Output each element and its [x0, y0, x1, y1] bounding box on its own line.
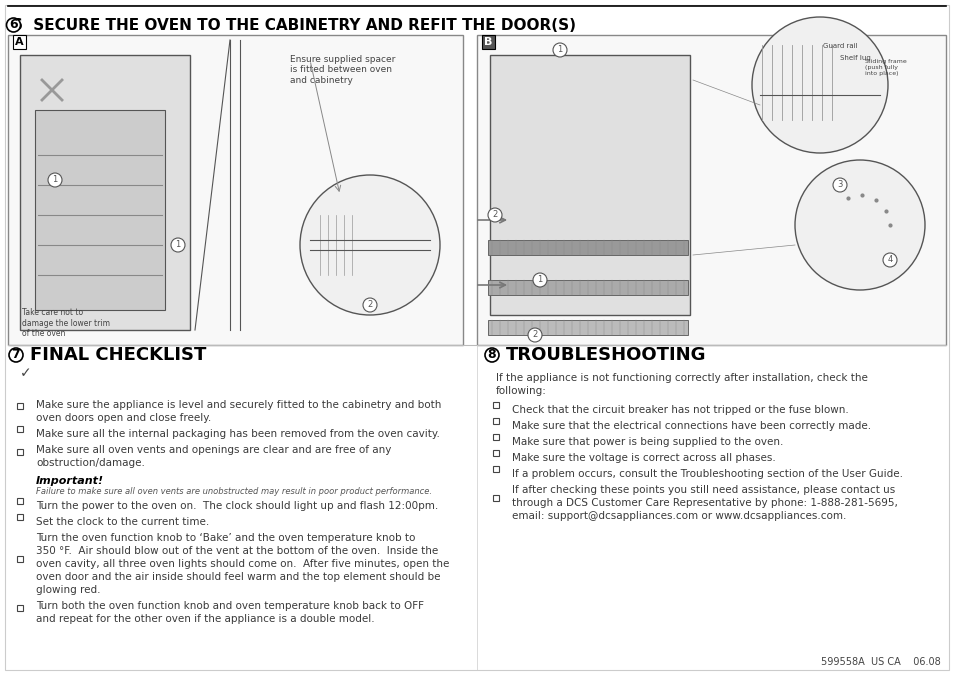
- Bar: [17, 426, 23, 432]
- Text: Take care not to
damage the lower trim
of the oven: Take care not to damage the lower trim o…: [22, 308, 110, 338]
- Text: 599558A  US CA    06.08: 599558A US CA 06.08: [821, 657, 940, 667]
- Text: If after checking these points you still need assistance, please contact us: If after checking these points you still…: [512, 485, 894, 495]
- Text: 6  SECURE THE OVEN TO THE CABINETRY AND REFIT THE DOOR(S): 6 SECURE THE OVEN TO THE CABINETRY AND R…: [12, 18, 576, 32]
- Text: through a DCS Customer Care Representative by phone: 1-888-281-5695,: through a DCS Customer Care Representati…: [512, 498, 897, 508]
- Text: and repeat for the other oven if the appliance is a double model.: and repeat for the other oven if the app…: [36, 614, 375, 624]
- Text: obstruction/damage.: obstruction/damage.: [36, 458, 145, 468]
- Circle shape: [794, 160, 924, 290]
- Text: Turn the oven function knob to ‘Bake’ and the oven temperature knob to: Turn the oven function knob to ‘Bake’ an…: [36, 533, 415, 543]
- Circle shape: [7, 18, 20, 32]
- Text: Check that the circuit breaker has not tripped or the fuse blown.: Check that the circuit breaker has not t…: [512, 405, 848, 415]
- Text: Make sure all oven vents and openings are clear and are free of any: Make sure all oven vents and openings ar…: [36, 445, 391, 455]
- Circle shape: [533, 273, 546, 287]
- Circle shape: [363, 298, 376, 312]
- Text: Set the clock to the current time.: Set the clock to the current time.: [36, 517, 209, 527]
- Bar: [17, 556, 23, 562]
- Text: 8: 8: [487, 348, 496, 362]
- Text: 1: 1: [557, 45, 562, 55]
- Text: 4: 4: [886, 256, 892, 265]
- Circle shape: [553, 43, 566, 57]
- Bar: [488, 320, 687, 335]
- Circle shape: [299, 175, 439, 315]
- Bar: [493, 402, 498, 408]
- Text: glowing red.: glowing red.: [36, 585, 100, 595]
- Circle shape: [484, 348, 498, 362]
- Bar: [488, 280, 687, 295]
- Bar: [493, 466, 498, 472]
- Circle shape: [488, 208, 501, 222]
- Circle shape: [882, 253, 896, 267]
- Text: 3: 3: [837, 180, 841, 190]
- Text: 2: 2: [532, 331, 537, 340]
- Text: Important!: Important!: [36, 476, 104, 486]
- Bar: [493, 434, 498, 440]
- Text: B: B: [483, 37, 492, 47]
- Text: FINAL CHECKLIST: FINAL CHECKLIST: [30, 346, 206, 364]
- Bar: [17, 514, 23, 520]
- Text: A: A: [15, 37, 24, 47]
- Bar: [488, 240, 687, 255]
- Text: 2: 2: [492, 211, 497, 219]
- Text: TROUBLESHOOTING: TROUBLESHOOTING: [505, 346, 706, 364]
- Bar: [476, 35, 945, 345]
- Bar: [490, 55, 689, 315]
- Circle shape: [751, 17, 887, 153]
- Bar: [17, 605, 23, 610]
- Bar: [35, 110, 165, 310]
- Bar: [17, 448, 23, 454]
- Text: If a problem occurs, consult the Troubleshooting section of the User Guide.: If a problem occurs, consult the Trouble…: [512, 469, 902, 479]
- Text: 6: 6: [10, 18, 18, 32]
- Text: 350 °F.  Air should blow out of the vent at the bottom of the oven.  Inside the: 350 °F. Air should blow out of the vent …: [36, 546, 437, 556]
- Bar: [493, 495, 498, 501]
- Text: email: support@dcsappliances.com or www.dcsappliances.com.: email: support@dcsappliances.com or www.…: [512, 511, 845, 521]
- Text: oven cavity, all three oven lights should come on.  After five minutes, open the: oven cavity, all three oven lights shoul…: [36, 559, 449, 569]
- Text: Failure to make sure all oven vents are unobstructed may result in poor product : Failure to make sure all oven vents are …: [36, 487, 432, 496]
- Text: Make sure the voltage is correct across all phases.: Make sure the voltage is correct across …: [512, 453, 775, 463]
- Text: If the appliance is not functioning correctly after installation, check the: If the appliance is not functioning corr…: [496, 373, 867, 383]
- Text: 1: 1: [52, 176, 57, 184]
- Text: following:: following:: [496, 386, 546, 396]
- Bar: [20, 55, 190, 330]
- Bar: [493, 418, 498, 424]
- Circle shape: [832, 178, 846, 192]
- Text: oven doors open and close freely.: oven doors open and close freely.: [36, 413, 211, 423]
- Text: Make sure that the electrical connections have been correctly made.: Make sure that the electrical connection…: [512, 421, 870, 431]
- Text: Make sure that power is being supplied to the oven.: Make sure that power is being supplied t…: [512, 437, 782, 447]
- Text: Turn the power to the oven on.  The clock should light up and flash 12:00pm.: Turn the power to the oven on. The clock…: [36, 501, 437, 511]
- Text: Turn both the oven function knob and oven temperature knob back to OFF: Turn both the oven function knob and ove…: [36, 601, 423, 611]
- Circle shape: [171, 238, 185, 252]
- Text: 1: 1: [537, 275, 542, 284]
- Text: Make sure the appliance is level and securely fitted to the cabinetry and both: Make sure the appliance is level and sec…: [36, 400, 441, 410]
- Text: oven door and the air inside should feel warm and the top element should be: oven door and the air inside should feel…: [36, 572, 440, 582]
- Circle shape: [527, 328, 541, 342]
- Text: Sliding frame
(push fully
into place): Sliding frame (push fully into place): [864, 59, 905, 76]
- Circle shape: [48, 173, 62, 187]
- Text: Shelf lug: Shelf lug: [840, 55, 870, 61]
- Text: Make sure all the internal packaging has been removed from the oven cavity.: Make sure all the internal packaging has…: [36, 429, 439, 439]
- Text: 7: 7: [11, 348, 20, 362]
- Circle shape: [9, 348, 23, 362]
- Bar: [17, 404, 23, 410]
- Text: 2: 2: [367, 300, 373, 310]
- Text: Ensure supplied spacer
is fitted between oven
and cabinetry: Ensure supplied spacer is fitted between…: [290, 55, 395, 85]
- Bar: [17, 498, 23, 504]
- Bar: [493, 450, 498, 456]
- Bar: [8, 35, 462, 345]
- Text: ✓: ✓: [20, 366, 31, 380]
- Text: Guard rail: Guard rail: [821, 43, 857, 49]
- Text: 1: 1: [175, 240, 180, 250]
